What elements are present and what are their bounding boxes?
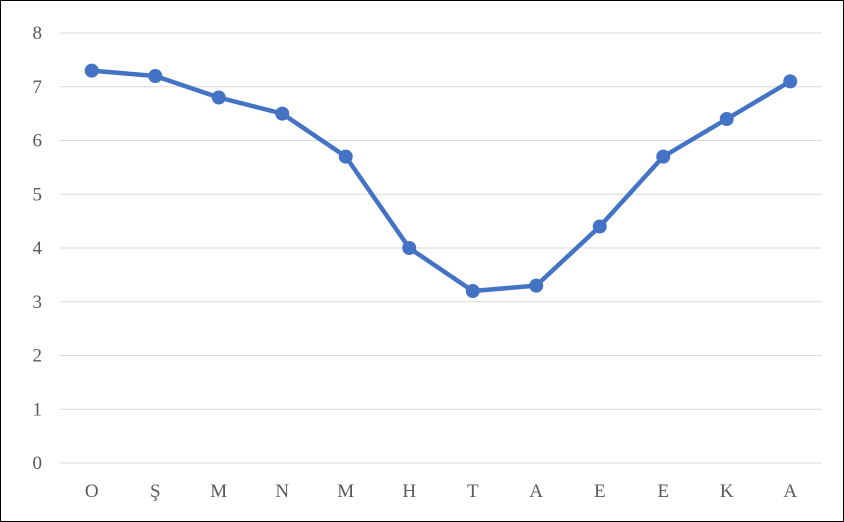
data-point xyxy=(656,149,671,164)
data-point xyxy=(338,149,353,164)
data-point xyxy=(148,69,163,83)
y-tick-label: 5 xyxy=(33,184,43,205)
series-group xyxy=(84,63,798,298)
x-tick-label: A xyxy=(783,481,797,502)
x-tick-label: K xyxy=(720,481,734,502)
x-tick-label: M xyxy=(210,481,227,502)
y-tick-label: 1 xyxy=(33,399,43,420)
y-tick-label: 7 xyxy=(33,77,43,98)
data-point xyxy=(275,106,290,121)
data-point xyxy=(529,278,544,293)
y-tick-label: 2 xyxy=(33,346,43,367)
x-tick-label: E xyxy=(657,481,669,502)
y-tick-label: 4 xyxy=(33,238,43,259)
x-tick-label: T xyxy=(467,481,479,502)
series-line xyxy=(89,68,793,294)
x-tick-label: H xyxy=(402,481,416,502)
data-point xyxy=(465,284,480,298)
gridlines xyxy=(60,32,822,464)
y-tick-label: 6 xyxy=(33,131,43,152)
x-tick-label: N xyxy=(275,481,289,502)
x-tick-label: O xyxy=(85,481,99,502)
x-tick-label: A xyxy=(529,481,543,502)
y-tick-label: 0 xyxy=(33,453,43,474)
data-point xyxy=(719,112,734,126)
data-point xyxy=(783,74,798,89)
x-tick-label: E xyxy=(594,481,606,502)
x-tick-label: Ş xyxy=(150,481,161,502)
y-tick-label: 8 xyxy=(33,23,43,44)
y-tick-label: 3 xyxy=(33,292,43,313)
x-tick-label: M xyxy=(337,481,354,502)
data-point xyxy=(211,90,226,105)
data-point xyxy=(592,219,607,234)
data-point xyxy=(84,63,99,78)
data-point xyxy=(402,241,417,255)
y-axis-ticks: 0 1 2 3 4 5 6 7 8 xyxy=(33,23,43,474)
